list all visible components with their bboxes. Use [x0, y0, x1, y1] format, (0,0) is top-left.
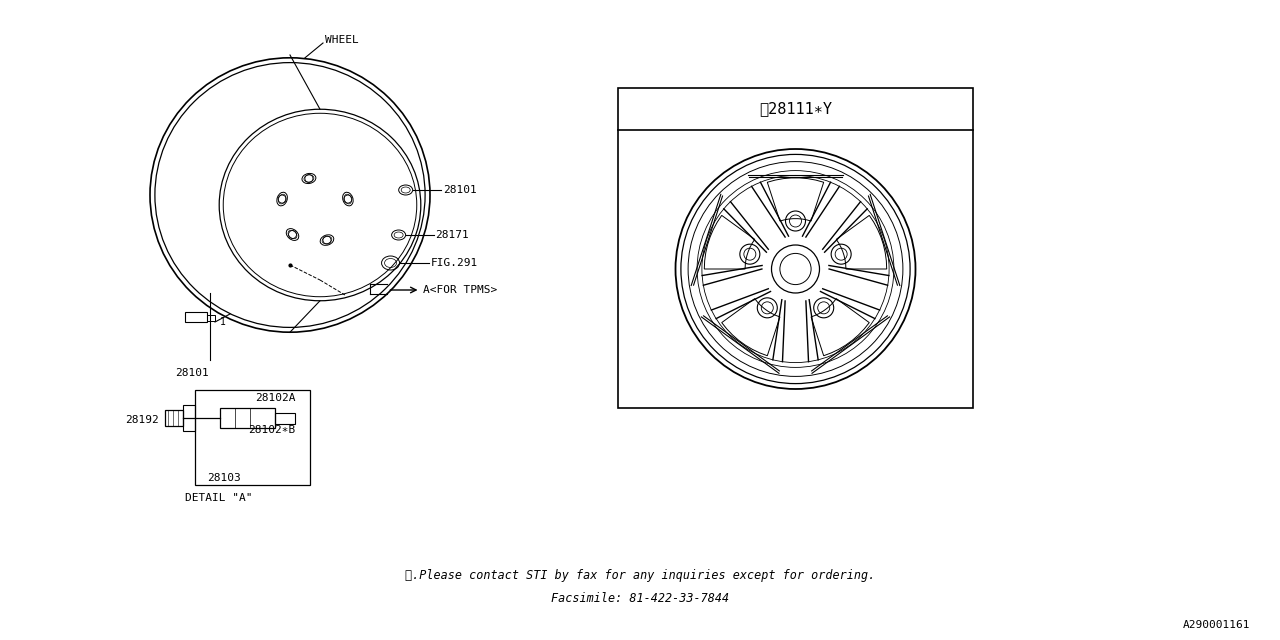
Text: 28101: 28101 — [175, 368, 209, 378]
Text: 28192: 28192 — [125, 415, 159, 425]
Text: ※.Please contact STI by fax for any inquiries except for ordering.: ※.Please contact STI by fax for any inqu… — [404, 570, 876, 582]
Text: 28101: 28101 — [443, 185, 476, 195]
Text: FIG.291: FIG.291 — [430, 258, 477, 268]
Text: 1: 1 — [220, 317, 225, 327]
Bar — [275, 413, 294, 424]
Bar — [183, 405, 195, 431]
Text: Facsimile: 81-422-33-7844: Facsimile: 81-422-33-7844 — [550, 591, 730, 605]
Text: DETAIL "A": DETAIL "A" — [186, 493, 252, 503]
Bar — [220, 408, 275, 428]
Bar — [618, 88, 973, 408]
Text: WHEEL: WHEEL — [325, 35, 358, 45]
Bar — [165, 410, 183, 426]
Text: ※28111∗Y: ※28111∗Y — [759, 102, 832, 116]
Bar — [195, 390, 310, 485]
Text: 28171: 28171 — [435, 230, 470, 240]
Bar — [186, 312, 207, 322]
Text: A290001161: A290001161 — [1183, 620, 1251, 630]
Bar — [207, 315, 215, 321]
Text: 28102∗B: 28102∗B — [248, 425, 296, 435]
Text: A<FOR TPMS>: A<FOR TPMS> — [424, 285, 498, 295]
Text: 28102A: 28102A — [255, 393, 296, 403]
Text: 28103: 28103 — [207, 473, 241, 483]
